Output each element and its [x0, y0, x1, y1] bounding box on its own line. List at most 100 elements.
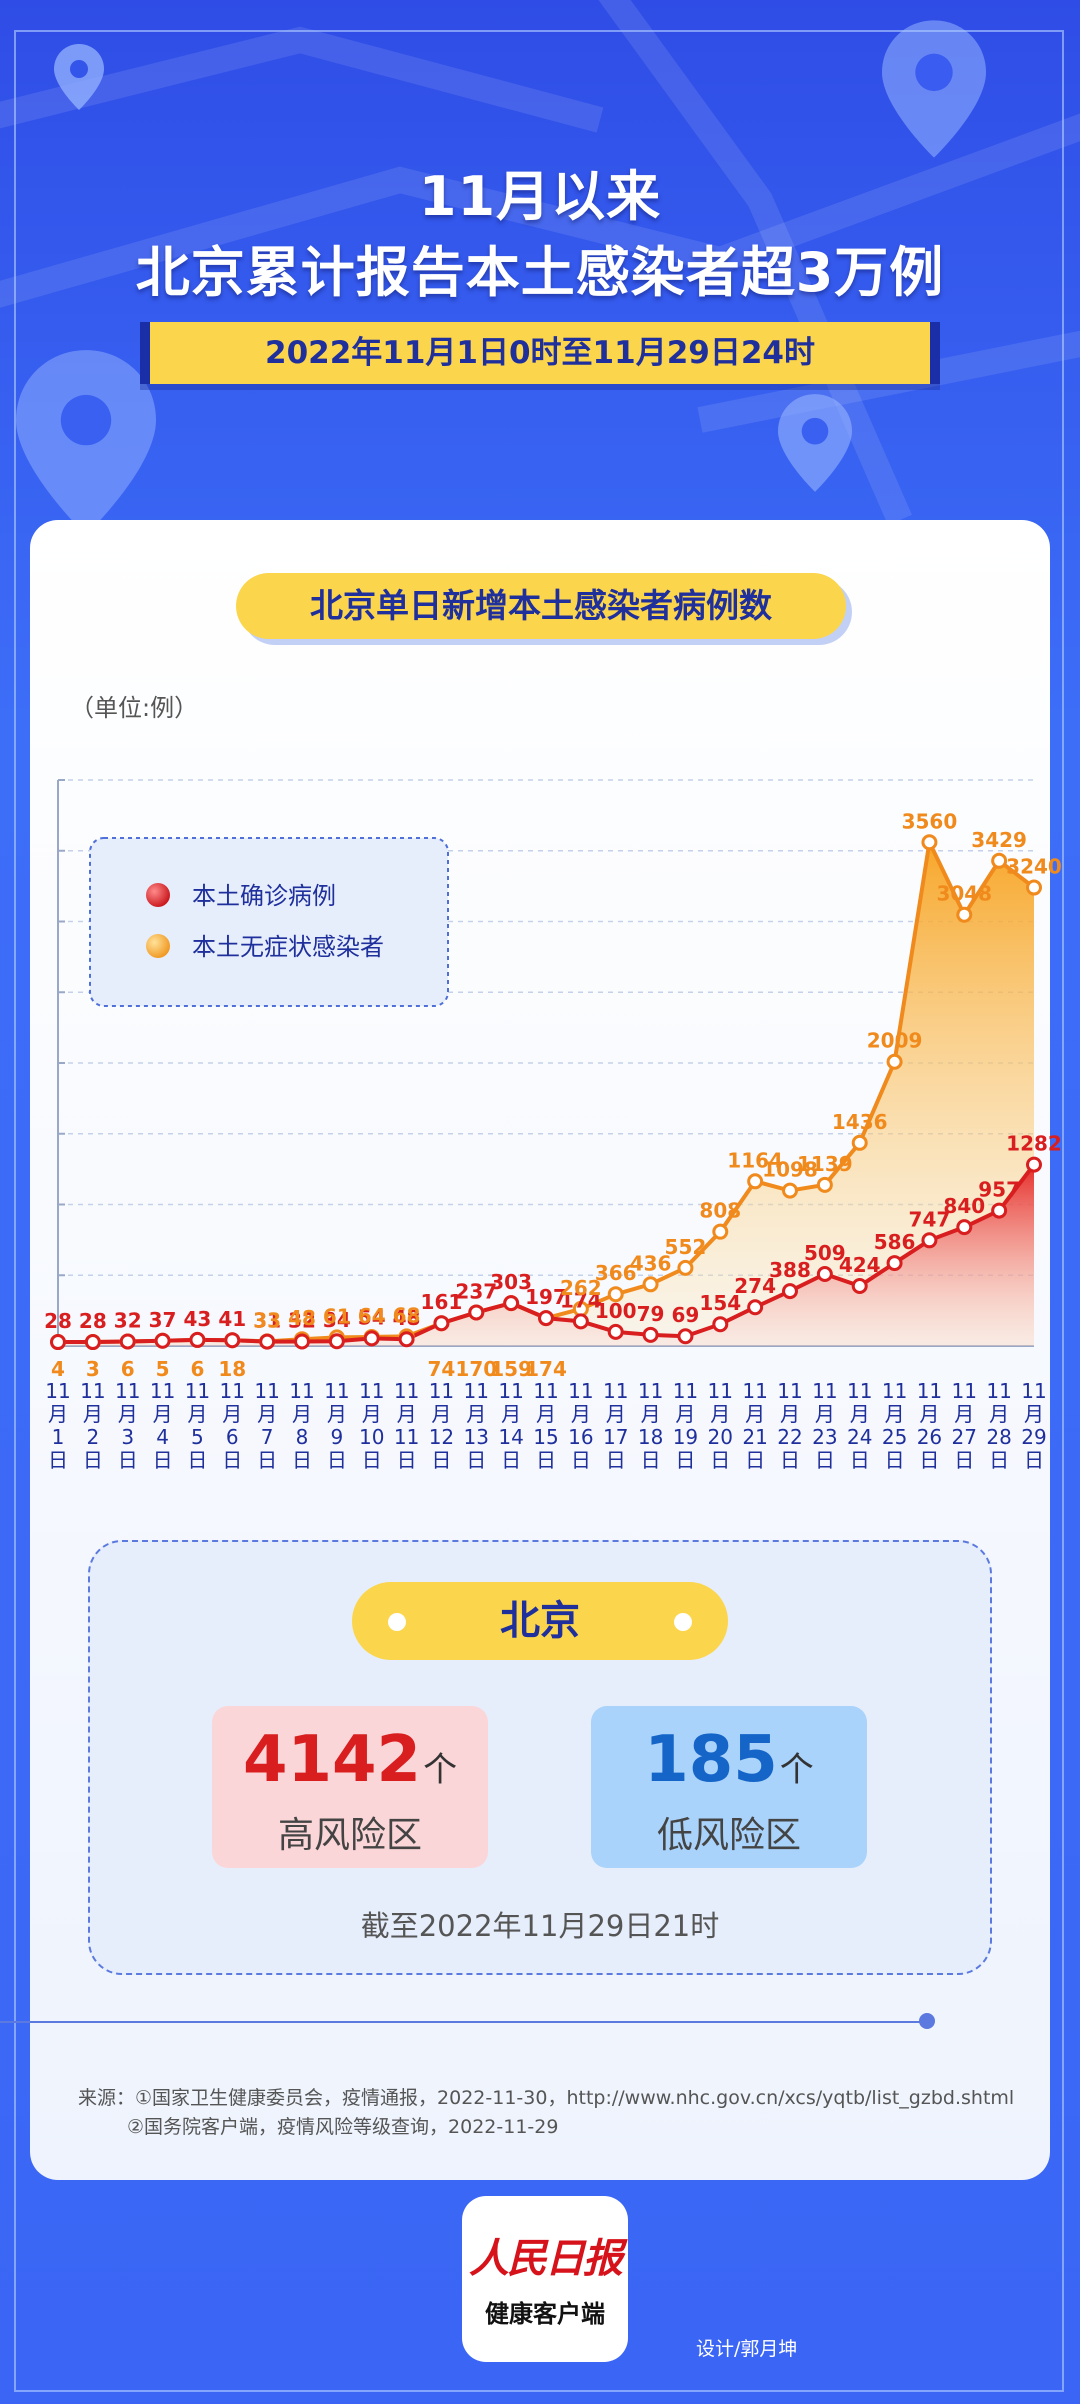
asymptomatic-data-label: 808 [699, 1199, 741, 1223]
asymptomatic-data-label: 64 [358, 1304, 386, 1328]
confirmed-point [224, 1332, 241, 1349]
designer-credit: 设计/郭月坤 [696, 2338, 798, 2360]
confirmed-data-label: 37 [149, 1308, 177, 1332]
asymptomatic-point [956, 906, 973, 923]
confirmed-data-label: 957 [978, 1178, 1020, 1202]
high-risk-count: 4142 [242, 1723, 422, 1797]
confirmed-point [84, 1334, 101, 1351]
x-tick-label: 11 月 13 日 [464, 1379, 489, 1472]
pill-dot-decoration [388, 1613, 406, 1631]
confirmed-point [1026, 1156, 1042, 1173]
confirmed-data-label: 274 [734, 1274, 776, 1298]
divider-dot [919, 2013, 935, 2029]
high-risk-unit: 个 [423, 1750, 458, 1790]
confirmed-data-label: 1282 [1006, 1132, 1062, 1156]
x-tick-label: 11 月 10 日 [359, 1379, 384, 1472]
location-pin-icon [778, 394, 852, 492]
high-risk-label: 高风险区 [277, 1815, 422, 1856]
x-tick-label: 11 月 26 日 [917, 1379, 942, 1472]
confirmed-data-label: 48 [393, 1306, 421, 1330]
confirmed-point [747, 1299, 764, 1316]
confirmed-data-label: 586 [874, 1230, 916, 1254]
confirmed-point [189, 1331, 206, 1348]
confirmed-data-label: 509 [804, 1241, 846, 1265]
legend-confirmed-label: 本土确诊病例 [192, 882, 336, 910]
asymptomatic-point [991, 852, 1008, 869]
asymptomatic-area [58, 842, 1034, 1346]
x-tick-label: 11 月 2 日 [80, 1379, 105, 1472]
confirmed-data-label: 31 [253, 1309, 281, 1333]
source-line-1: 来源：①国家卫生健康委员会，疫情通报，2022-11-30，http://www… [78, 2087, 1015, 2109]
asymptomatic-point [677, 1259, 694, 1276]
x-tick-label: 11 月 19 日 [673, 1379, 698, 1472]
low-risk-count: 185 [644, 1723, 778, 1797]
confirmed-point [642, 1326, 659, 1343]
asymptomatic-data-label: 4 [51, 1357, 65, 1381]
confirmed-point [991, 1202, 1008, 1219]
title-line2: 北京累计报告本土感染者超3万例 [135, 241, 945, 304]
pill-dot-decoration [674, 1613, 692, 1631]
confirmed-point [712, 1316, 729, 1333]
x-tick-label: 11 月 8 日 [289, 1379, 314, 1472]
asymptomatic-data-label: 436 [630, 1251, 672, 1275]
asymptomatic-point [712, 1223, 729, 1240]
confirmed-data-label: 303 [490, 1270, 532, 1294]
confirmed-point [607, 1323, 624, 1340]
legend-asymptomatic-label: 本土无症状感染者 [192, 933, 384, 961]
confirmed-data-label: 161 [421, 1290, 463, 1314]
beijing-label: 北京 [352, 1582, 728, 1660]
confirmed-point [50, 1334, 66, 1351]
asymptomatic-data-label: 33 [253, 1308, 281, 1332]
x-tick-label: 11 月 17 日 [603, 1379, 628, 1472]
asymptomatic-data-label: 68 [393, 1303, 421, 1327]
confirmed-point [503, 1295, 520, 1312]
legend: 本土确诊病例 本土无症状感染者 [89, 837, 449, 1007]
asymptomatic-data-label: 1436 [832, 1110, 888, 1134]
confirmed-point [468, 1304, 485, 1321]
confirmed-point [816, 1265, 833, 1282]
confirmed-data-label: 69 [672, 1303, 700, 1327]
confirmed-point [851, 1278, 868, 1295]
confirmed-data-label: 237 [455, 1279, 497, 1303]
asymptomatic-point [816, 1176, 833, 1193]
asymptomatic-point [607, 1286, 624, 1303]
confirmed-point [921, 1232, 938, 1249]
x-tick-label: 11 月 25 日 [882, 1379, 907, 1472]
confirmed-point [572, 1313, 589, 1330]
x-tick-label: 11 月 12 日 [429, 1379, 454, 1472]
confirmed-data-label: 747 [909, 1207, 951, 1231]
location-pin-icon [16, 350, 156, 535]
asymptomatic-data-label: 6 [190, 1357, 204, 1381]
asymptomatic-point [851, 1134, 868, 1151]
confirmed-point [886, 1255, 903, 1272]
low-risk-unit: 个 [779, 1750, 814, 1790]
peoples-daily-logo: 人民日报 健康客户端 [462, 2196, 628, 2362]
asymptomatic-data-label: 366 [595, 1261, 637, 1285]
confirmed-data-label: 28 [44, 1309, 72, 1333]
asymptomatic-data-label: 6 [121, 1357, 135, 1381]
confirmed-data-label: 54 [358, 1305, 386, 1329]
legend-confirmed-marker [146, 883, 170, 907]
confirmed-data-label: 34 [323, 1308, 351, 1332]
asymptomatic-point [782, 1182, 798, 1199]
title-line1: 11月以来 [418, 165, 662, 228]
asymptomatic-point [1026, 879, 1042, 896]
confirmed-point [433, 1315, 450, 1332]
confirmed-data-label: 424 [839, 1253, 881, 1277]
confirmed-point [119, 1333, 136, 1350]
confirmed-data-label: 174 [560, 1288, 602, 1312]
location-pin-icon [54, 44, 104, 110]
x-tick-label: 11 月 16 日 [568, 1379, 593, 1472]
x-tick-label: 11 月 1 日 [45, 1379, 70, 1472]
asymptomatic-data-label: 2009 [867, 1029, 923, 1053]
confirmed-data-label: 100 [595, 1299, 637, 1323]
date-range-bar: 2022年11月1日0时至11月29日24时 [140, 322, 940, 384]
logo-sub-text: 健康客户端 [485, 2300, 605, 2328]
confirmed-data-label: 32 [288, 1308, 316, 1332]
confirmed-point [782, 1283, 798, 1300]
x-tick-label: 11 月 9 日 [324, 1379, 349, 1472]
x-tick-label: 11 月 6 日 [220, 1379, 245, 1472]
asymptomatic-data-label: 48 [288, 1306, 316, 1330]
x-tick-label: 11 月 27 日 [952, 1379, 977, 1472]
